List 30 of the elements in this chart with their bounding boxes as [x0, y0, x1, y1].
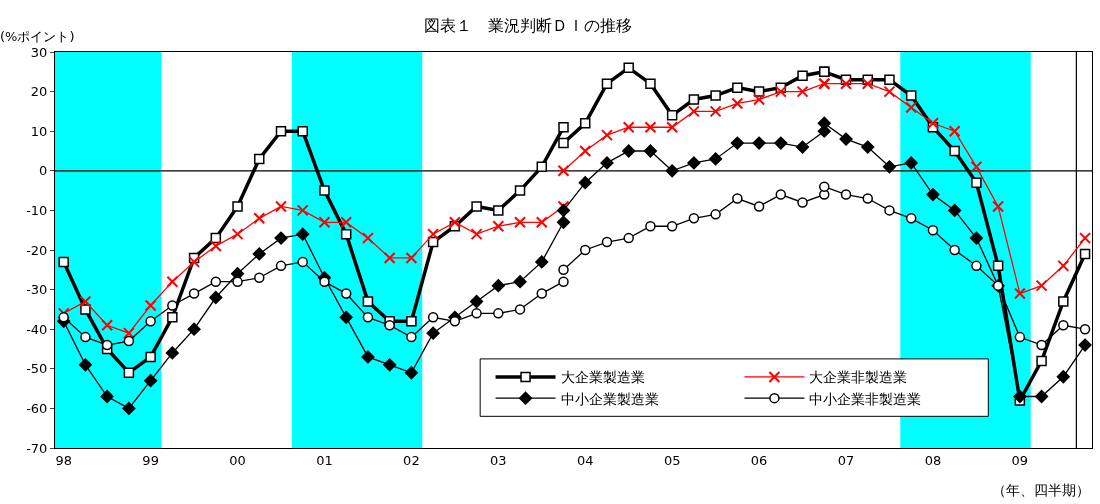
x-tick-label: 07 [837, 452, 855, 468]
x-tick-label: 00 [229, 452, 246, 468]
legend-label: 中小企業非製造業 [809, 390, 922, 407]
y-tick-label: -10 [26, 202, 48, 218]
x-tick-label: 05 [663, 452, 681, 468]
x-tick-label: 09 [1011, 452, 1029, 468]
y-axis-title: (%ポイント) [0, 29, 75, 44]
y-tick-label: -60 [26, 400, 48, 416]
y-tick-label: 0 [39, 163, 48, 179]
x-tick-label: 98 [55, 452, 72, 468]
x-tick-label: 02 [403, 452, 420, 468]
y-tick-label: 10 [30, 123, 48, 139]
x-tick-label: 99 [142, 452, 159, 468]
x-tick-label: 03 [490, 452, 507, 468]
y-tick-label: 20 [30, 84, 48, 100]
x-tick-label: 04 [576, 452, 594, 468]
legend-label: 中小企業製造業 [560, 390, 659, 407]
y-tick-label: -30 [26, 282, 48, 298]
y-tick-label: -50 [26, 361, 48, 377]
legend-label: 大企業非製造業 [809, 369, 908, 386]
x-tick-label: 01 [316, 452, 333, 468]
y-tick-label: 30 [30, 44, 48, 60]
chart-title: 図表１ 業況判断ＤＩの推移 [424, 16, 632, 36]
y-tick-label: -40 [26, 321, 48, 337]
x-tick-label: 06 [750, 452, 768, 468]
x-tick-label: 08 [924, 452, 942, 468]
legend-label: 大企業製造業 [560, 369, 645, 386]
y-tick-label: -20 [26, 242, 48, 258]
x-axis-title: （年、四半期） [992, 482, 1090, 498]
y-tick-label: -70 [26, 440, 48, 456]
